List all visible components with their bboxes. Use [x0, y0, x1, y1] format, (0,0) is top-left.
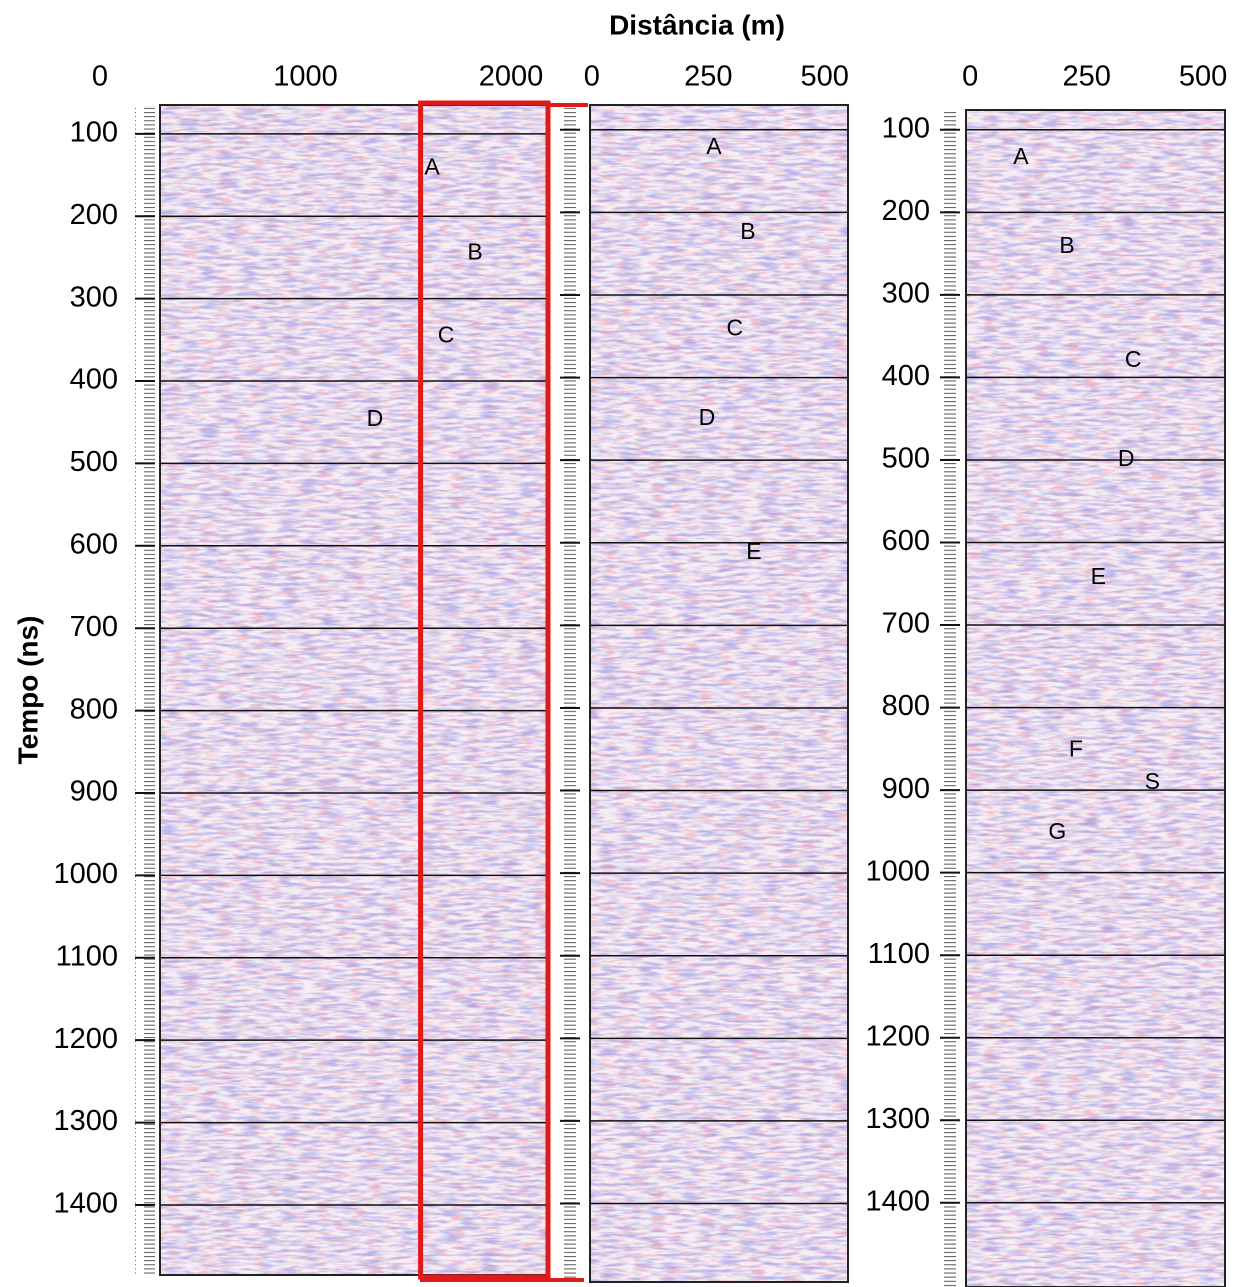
ruler: [560, 105, 580, 1282]
y-tick-label: 200: [70, 199, 118, 231]
radargram-texture: [160, 105, 548, 1275]
y-tick-label: 1400: [865, 1185, 930, 1217]
annotation: B: [1059, 232, 1074, 258]
annotation: F: [1069, 736, 1083, 762]
highlight-box: [418, 100, 551, 1280]
y-tick-label: 500: [882, 443, 930, 475]
ruler: [135, 105, 155, 1275]
y-tick-label: 700: [882, 608, 930, 640]
annotation: A: [1013, 143, 1029, 169]
annotation: E: [1091, 563, 1106, 589]
y-tick-label: 500: [70, 446, 118, 478]
y-tick-label: 1200: [53, 1023, 118, 1055]
annotation: G: [1048, 818, 1066, 844]
y-tick-label: 1400: [53, 1188, 118, 1220]
y-tick-label: 300: [70, 281, 118, 313]
y-tick-label: 800: [70, 693, 118, 725]
y-tick-label: 600: [70, 528, 118, 560]
y-tick-label: 100: [70, 116, 118, 148]
x-tick-label: 250: [684, 61, 732, 93]
y-tick-label: 100: [882, 112, 930, 144]
annotation: E: [746, 538, 761, 564]
y-tick-label: 400: [70, 364, 118, 396]
annotation: B: [467, 238, 482, 264]
annotation: C: [727, 315, 744, 341]
x-tick-label: 0: [92, 61, 108, 93]
annotation: D: [367, 405, 384, 431]
y-tick-label: 1300: [865, 1103, 930, 1135]
y-tick-label: 800: [882, 690, 930, 722]
x-tick-label: 500: [801, 61, 849, 93]
y-tick-label: 200: [882, 195, 930, 227]
x-tick-label: 250: [1062, 61, 1110, 93]
y-tick-label: 1000: [53, 858, 118, 890]
x-tick-label: 500: [1179, 61, 1227, 93]
x-tick-label: 2000: [479, 61, 544, 93]
y-tick-label: 1100: [56, 940, 118, 972]
radargram-texture: [966, 110, 1225, 1287]
y-tick-label: 700: [70, 611, 118, 643]
y-tick-label: 1000: [865, 855, 930, 887]
radargram-texture: [590, 105, 848, 1282]
x-axis-label: Distância (m): [609, 9, 785, 40]
x-tick-label: 0: [584, 61, 600, 93]
annotation: S: [1145, 768, 1160, 794]
y-tick-label: 300: [882, 278, 930, 310]
y-tick-label: 400: [882, 360, 930, 392]
annotation: C: [438, 322, 455, 348]
radargram-frame: [589, 104, 849, 1283]
y-tick-label: 1100: [868, 938, 930, 970]
annotation: B: [740, 218, 755, 244]
annotation: A: [424, 154, 440, 180]
annotation: A: [706, 133, 722, 159]
y-tick-label: 1200: [865, 1020, 930, 1052]
y-tick-label: 900: [882, 773, 930, 805]
ruler: [940, 110, 960, 1287]
annotation: D: [699, 404, 716, 430]
y-tick-label: 900: [70, 776, 118, 808]
annotation: C: [1125, 346, 1142, 372]
y-tick-label: 1300: [53, 1105, 118, 1137]
radargram-frame: [965, 109, 1226, 1287]
x-tick-label: 0: [962, 61, 978, 93]
y-axis-label: Tempo (ns): [12, 616, 43, 765]
y-tick-label: 600: [882, 525, 930, 557]
annotation: D: [1118, 445, 1135, 471]
x-tick-label: 1000: [273, 61, 338, 93]
